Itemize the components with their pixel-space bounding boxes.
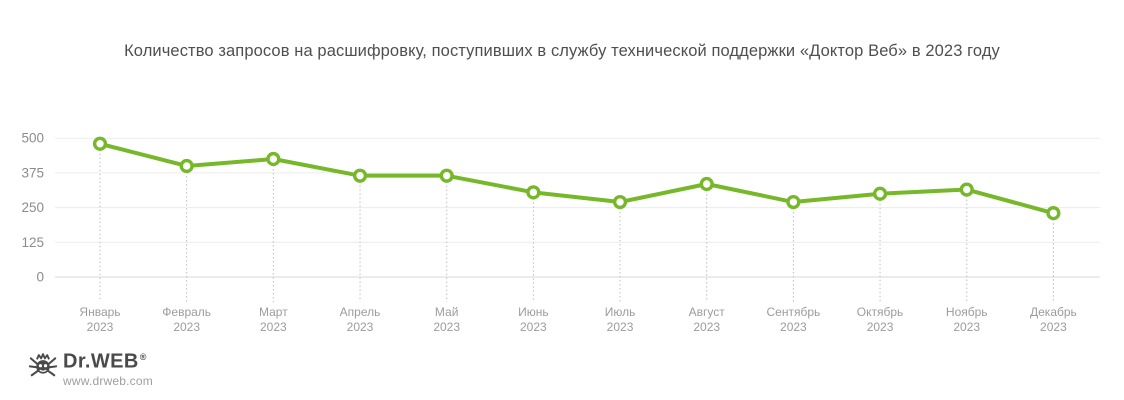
- data-point-marker: [699, 176, 714, 192]
- x-month-label: Июнь: [518, 305, 549, 319]
- data-point-marker: [526, 185, 541, 200]
- x-year-label: 2023: [520, 320, 547, 334]
- x-month-label: Январь: [79, 305, 120, 319]
- x-month-label: Июль: [605, 305, 636, 319]
- x-month-label: Октябрь: [857, 305, 904, 319]
- x-year-label: 2023: [867, 320, 894, 334]
- x-year-label: 2023: [347, 320, 374, 334]
- x-month-label: Февраль: [162, 305, 211, 319]
- x-month-label: Март: [259, 305, 288, 319]
- data-point-marker: [786, 194, 801, 210]
- y-tick-label: 375: [21, 165, 44, 180]
- data-point-marker: [872, 186, 888, 201]
- x-month-label: Ноябрь: [946, 305, 988, 319]
- x-month-label: Сентябрь: [766, 305, 820, 319]
- brand-name: Dr.WEB: [63, 350, 139, 373]
- data-point-marker: [266, 151, 281, 167]
- x-year-label: 2023: [173, 320, 200, 334]
- x-month-label: Май: [435, 305, 459, 319]
- series-line: [98, 141, 1056, 216]
- x-year-label: 2023: [87, 320, 114, 334]
- x-month-label: Декабрь: [1030, 305, 1077, 319]
- data-point-marker: [612, 194, 628, 210]
- x-year-label: 2023: [1040, 320, 1067, 334]
- x-year-label: 2023: [953, 320, 980, 334]
- chart-title: Количество запросов на расшифровку, пост…: [124, 42, 1000, 60]
- data-point-marker: [179, 158, 194, 174]
- y-tick-label: 500: [21, 131, 44, 146]
- data-point-marker: [1046, 206, 1061, 221]
- data-point-marker: [352, 168, 368, 183]
- registered-trademark: ®: [139, 352, 147, 362]
- y-tick-label: 0: [36, 270, 44, 285]
- decryption-requests-line-chart: 0125250375500Январь2023Февраль2023Март20…: [21, 131, 1100, 334]
- x-year-label: 2023: [780, 320, 807, 334]
- x-month-label: Апрель: [340, 305, 381, 319]
- y-tick-label: 250: [21, 200, 44, 215]
- x-year-label: 2023: [693, 320, 720, 334]
- y-tick-label: 125: [21, 235, 44, 250]
- data-point-marker: [959, 182, 974, 197]
- data-point-marker: [92, 136, 108, 151]
- drweb-spider-logo-icon: [28, 348, 58, 380]
- website-url: www.drweb.com: [63, 373, 153, 388]
- x-year-label: 2023: [260, 320, 287, 334]
- brand-footer: Dr.WEB® www.drweb.com: [28, 346, 153, 388]
- data-point-marker: [439, 168, 454, 183]
- x-year-label: 2023: [607, 320, 634, 334]
- x-year-label: 2023: [433, 320, 460, 334]
- x-month-label: Август: [689, 305, 726, 319]
